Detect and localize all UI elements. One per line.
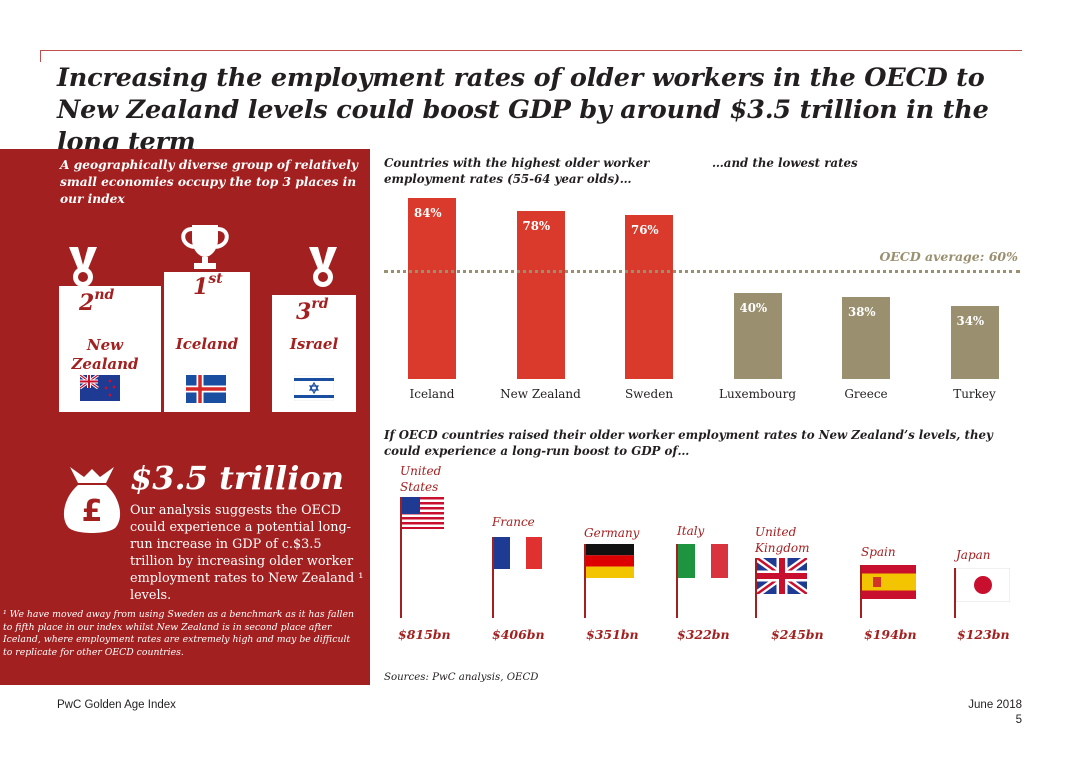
category-label: New Zealand xyxy=(500,387,581,401)
germany-flag-icon xyxy=(586,544,634,578)
israel-flag-icon xyxy=(294,375,334,401)
podium-second: 2nd New Zealand xyxy=(59,286,161,412)
gdp-heading: If OECD countries raised their older wor… xyxy=(384,428,993,458)
spain-flag-icon xyxy=(862,565,916,599)
bar-greece xyxy=(842,297,890,379)
bar-new-zealand xyxy=(516,210,565,379)
flag-pole xyxy=(954,568,956,618)
gdp-value-spain: $194bn xyxy=(864,627,917,642)
medal-icon xyxy=(69,247,97,287)
flag-pole xyxy=(860,565,862,618)
bar-value-label: 40% xyxy=(739,300,768,315)
rank-second: 2nd xyxy=(79,287,115,316)
japan-flag-icon xyxy=(956,568,1010,602)
united-states-flag-icon xyxy=(402,497,444,529)
flag-pole xyxy=(492,537,494,618)
podium-third: 3rd Israel xyxy=(272,295,356,412)
united-kingdom-flag-icon xyxy=(757,558,807,594)
flag-pole xyxy=(676,544,678,618)
bar-value-label: 84% xyxy=(414,206,442,220)
page-number: 5 xyxy=(1015,714,1022,726)
new-zealand-flag-icon xyxy=(80,375,120,401)
france-flag-icon xyxy=(494,537,542,569)
footer-date: June 2018 xyxy=(968,699,1022,711)
gdp-value-japan: $123bn xyxy=(957,627,1010,642)
category-label: Greece xyxy=(844,387,888,401)
rank-third: 3rd xyxy=(296,296,329,325)
bar-luxembourg xyxy=(733,292,782,379)
sources: Sources: PwC analysis, OECD xyxy=(384,672,539,683)
podium-country-new-zealand: New Zealand xyxy=(71,336,139,373)
top-rule xyxy=(40,50,1022,51)
gdp-value-united-kingdom: $245bn xyxy=(771,627,824,642)
svg-text:£: £ xyxy=(82,494,103,529)
podium-first: 1st Iceland xyxy=(164,271,250,412)
rank-first: 1st xyxy=(193,271,223,300)
bar-value-label: 38% xyxy=(848,305,876,320)
category-label: Turkey xyxy=(953,387,996,401)
footnote: ¹ We have moved away from using Sweden a… xyxy=(0,609,358,659)
italy-flag-icon xyxy=(678,544,728,578)
gdp-value-united-states: $815bn xyxy=(398,627,451,642)
chart-heading-lowest: …and the lowest rates xyxy=(712,156,858,170)
gdp-boost-text: Our analysis suggests the OECD could exp… xyxy=(130,503,364,603)
iceland-flag-icon xyxy=(186,375,226,403)
flag-pole xyxy=(755,558,757,618)
flag-name-italy: Italy xyxy=(677,524,705,538)
footnote-text: ¹ We have moved away from using Sweden a… xyxy=(3,609,355,658)
top-rule-tick xyxy=(40,50,41,62)
flag-name-spain: Spain xyxy=(861,545,896,559)
flag-pole xyxy=(400,497,402,618)
medal-icon xyxy=(309,247,337,287)
footer-title: PwC Golden Age Index xyxy=(57,699,176,711)
page-title: Increasing the employment rates of older… xyxy=(57,63,989,157)
podium-country-iceland: Iceland xyxy=(175,335,239,353)
trophy-icon xyxy=(181,225,229,269)
panel-intro: A geographically diverse group of relati… xyxy=(60,158,358,206)
category-label: Luxembourg xyxy=(719,387,796,401)
category-label: Sweden xyxy=(624,387,674,401)
flag-name-japan: Japan xyxy=(956,548,991,562)
gdp-boost-amount: $3.5 trillion xyxy=(130,459,344,497)
money-bag-icon: £ xyxy=(63,467,121,533)
bar-value-label: 76% xyxy=(631,223,659,238)
gdp-value-italy: $322bn xyxy=(677,627,730,642)
flag-name-united-states: United States xyxy=(400,464,442,494)
bar-value-label: 34% xyxy=(956,313,985,328)
category-label: Iceland xyxy=(409,387,455,401)
footer-meta: June 2018 5 xyxy=(968,698,1022,728)
oecd-average-line xyxy=(384,270,1020,273)
gdp-value-france: $406bn xyxy=(492,627,545,642)
podium-country-israel: Israel xyxy=(289,335,339,353)
flag-name-germany: Germany xyxy=(584,526,640,540)
oecd-average-label: OECD average: 60% xyxy=(879,249,1019,264)
gdp-value-germany: $351bn xyxy=(586,627,639,642)
flag-pole xyxy=(584,544,586,618)
bar-iceland xyxy=(408,198,456,379)
bar-value-label: 78% xyxy=(522,218,551,233)
flag-name-france: France xyxy=(492,515,535,529)
bar-turkey xyxy=(950,305,999,379)
flag-name-united-kingdom: United Kingdom xyxy=(755,525,810,555)
bar-sweden xyxy=(625,215,673,379)
summary-panel: A geographically diverse group of relati… xyxy=(0,149,370,685)
chart-heading-highest: Countries with the highest older worker … xyxy=(384,156,650,186)
